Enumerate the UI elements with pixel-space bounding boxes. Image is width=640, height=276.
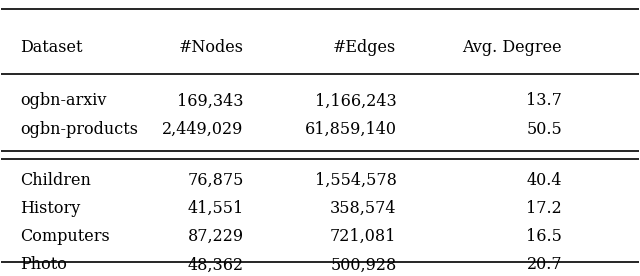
Text: 1,554,578: 1,554,578 <box>315 172 396 189</box>
Text: 13.7: 13.7 <box>526 92 562 109</box>
Text: #Nodes: #Nodes <box>179 39 244 56</box>
Text: Dataset: Dataset <box>20 39 83 56</box>
Text: 2,449,029: 2,449,029 <box>162 121 244 138</box>
Text: 169,343: 169,343 <box>177 92 244 109</box>
Text: Avg. Degree: Avg. Degree <box>463 39 562 56</box>
Text: #Edges: #Edges <box>333 39 396 56</box>
Text: 1,166,243: 1,166,243 <box>315 92 396 109</box>
Text: ogbn-arxiv: ogbn-arxiv <box>20 92 107 109</box>
Text: 41,551: 41,551 <box>188 200 244 217</box>
Text: ogbn-products: ogbn-products <box>20 121 138 138</box>
Text: 500,928: 500,928 <box>330 256 396 274</box>
Text: Photo: Photo <box>20 256 67 274</box>
Text: 17.2: 17.2 <box>526 200 562 217</box>
Text: 40.4: 40.4 <box>527 172 562 189</box>
Text: History: History <box>20 200 81 217</box>
Text: 50.5: 50.5 <box>526 121 562 138</box>
Text: 61,859,140: 61,859,140 <box>305 121 396 138</box>
Text: 358,574: 358,574 <box>330 200 396 217</box>
Text: 721,081: 721,081 <box>330 228 396 245</box>
Text: 76,875: 76,875 <box>187 172 244 189</box>
Text: 16.5: 16.5 <box>526 228 562 245</box>
Text: 87,229: 87,229 <box>188 228 244 245</box>
Text: 48,362: 48,362 <box>188 256 244 274</box>
Text: 20.7: 20.7 <box>527 256 562 274</box>
Text: Children: Children <box>20 172 92 189</box>
Text: Computers: Computers <box>20 228 110 245</box>
